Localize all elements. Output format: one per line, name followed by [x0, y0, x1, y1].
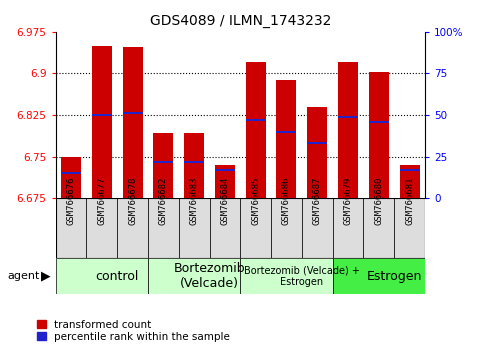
Bar	[117, 198, 148, 258]
Bar	[271, 198, 302, 258]
Bar	[184, 161, 204, 163]
Bar	[61, 172, 81, 175]
Bar	[276, 131, 297, 133]
Bar	[179, 198, 210, 258]
Text: GSM766681: GSM766681	[405, 177, 414, 225]
Bar	[307, 142, 327, 144]
Bar	[240, 258, 333, 294]
Bar	[276, 80, 297, 198]
Bar	[92, 46, 112, 198]
Bar	[215, 165, 235, 198]
Bar	[246, 119, 266, 121]
Bar	[210, 198, 240, 258]
Legend: transformed count, percentile rank within the sample: transformed count, percentile rank withi…	[37, 320, 230, 342]
Text: agent: agent	[7, 271, 40, 281]
Text: Bortezomib (Velcade) +
Estrogen: Bortezomib (Velcade) + Estrogen	[244, 265, 360, 287]
Bar	[338, 116, 358, 118]
Bar	[246, 62, 266, 198]
Text: GSM766684: GSM766684	[220, 177, 229, 225]
Text: GSM766682: GSM766682	[159, 177, 168, 225]
Bar	[364, 198, 394, 258]
Bar	[86, 198, 117, 258]
Bar	[123, 112, 142, 114]
Text: control: control	[96, 270, 139, 282]
Text: GSM766687: GSM766687	[313, 177, 322, 225]
Text: GSM766676: GSM766676	[67, 177, 75, 225]
Text: GSM766678: GSM766678	[128, 177, 137, 225]
Bar	[148, 198, 179, 258]
Text: Estrogen: Estrogen	[367, 270, 422, 282]
Text: GSM766686: GSM766686	[282, 177, 291, 225]
Text: Bortezomib
(Velcade): Bortezomib (Velcade)	[174, 262, 245, 290]
Bar	[333, 198, 364, 258]
Bar	[153, 133, 173, 198]
Bar	[184, 133, 204, 198]
Title: GDS4089 / ILMN_1743232: GDS4089 / ILMN_1743232	[150, 14, 331, 28]
Bar	[240, 198, 271, 258]
Text: GSM766680: GSM766680	[374, 177, 384, 225]
Bar	[302, 198, 333, 258]
Text: GSM766685: GSM766685	[251, 177, 260, 225]
Text: ▶: ▶	[41, 270, 51, 282]
Bar	[56, 198, 86, 258]
Bar	[338, 62, 358, 198]
Text: GSM766683: GSM766683	[190, 177, 199, 225]
Text: GSM766677: GSM766677	[97, 177, 106, 225]
Bar	[148, 258, 241, 294]
Text: GSM766679: GSM766679	[343, 177, 353, 225]
Bar	[333, 258, 425, 294]
Bar	[56, 258, 148, 294]
Bar	[399, 165, 420, 198]
Bar	[153, 161, 173, 163]
Bar	[399, 169, 420, 171]
Bar	[394, 198, 425, 258]
Bar	[215, 169, 235, 171]
Bar	[61, 156, 81, 198]
Bar	[307, 107, 327, 198]
Bar	[92, 114, 112, 116]
Bar	[123, 47, 142, 198]
Bar	[369, 72, 389, 198]
Bar	[369, 121, 389, 123]
